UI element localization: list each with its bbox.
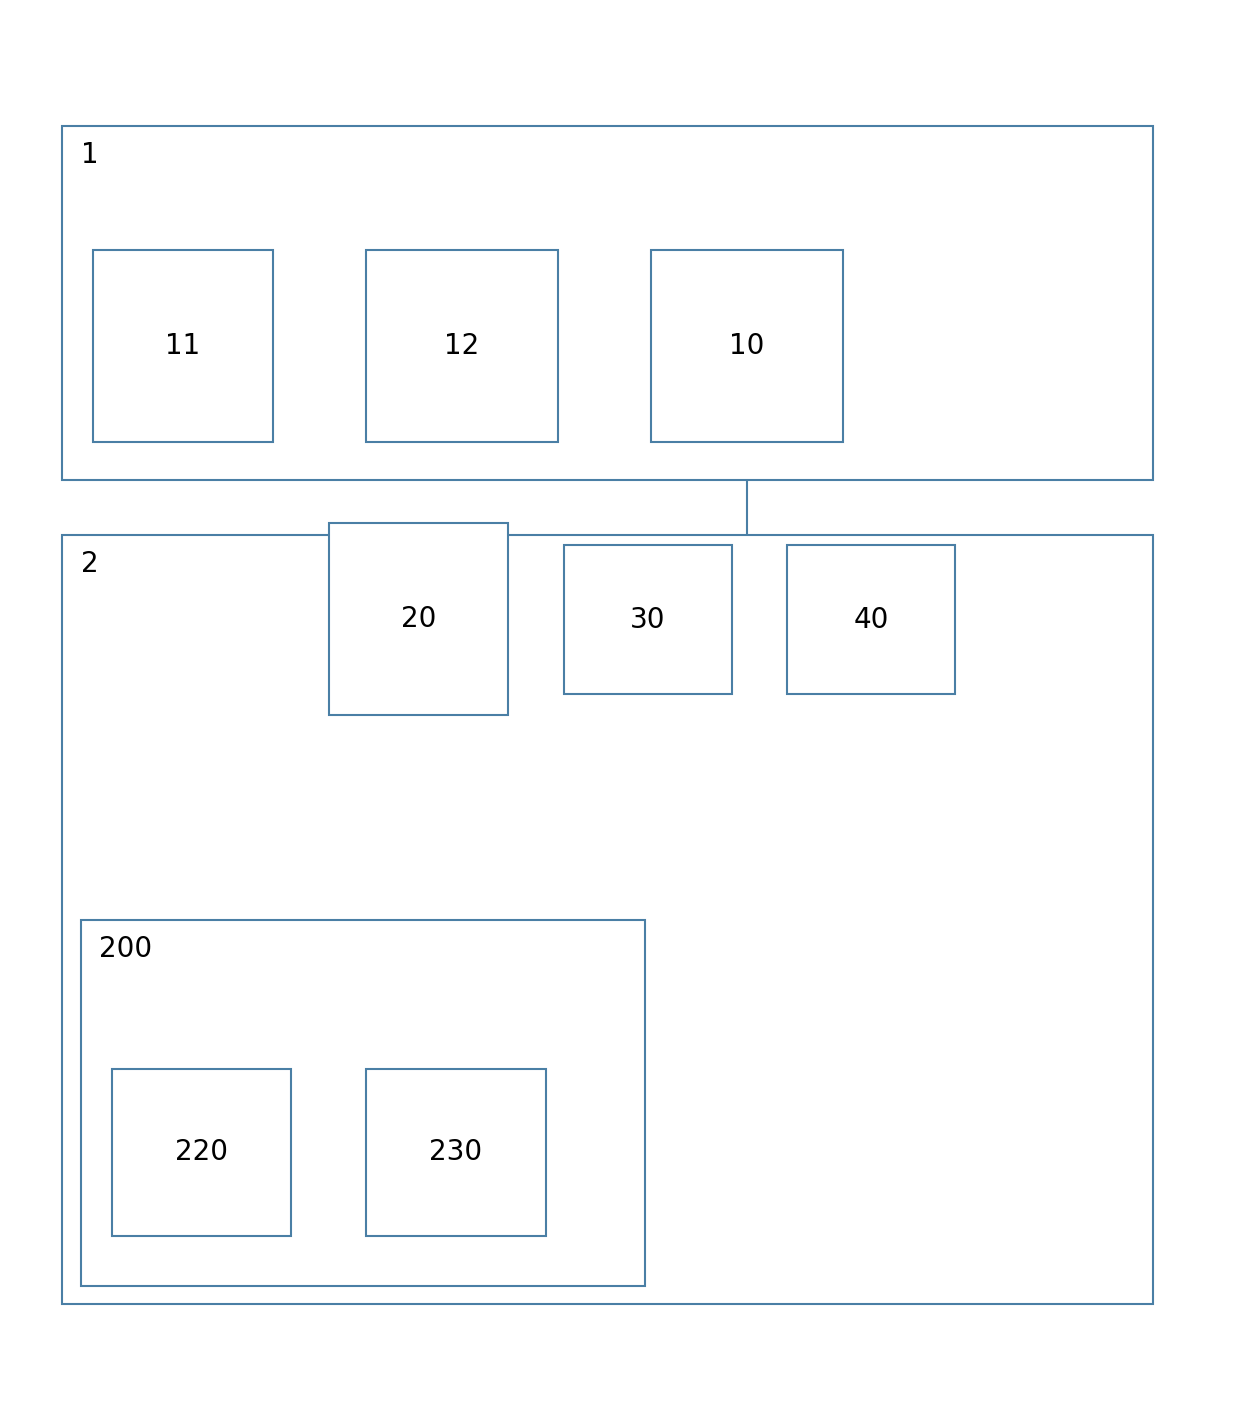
Text: 30: 30 <box>630 605 666 634</box>
Bar <box>564 546 732 695</box>
Text: 200: 200 <box>99 934 153 963</box>
Bar <box>112 1069 291 1236</box>
Bar <box>787 546 955 695</box>
Text: 220: 220 <box>175 1139 228 1166</box>
Text: 230: 230 <box>429 1139 482 1166</box>
Bar <box>93 250 273 442</box>
Text: 1: 1 <box>81 140 98 169</box>
Bar <box>62 536 1153 1305</box>
Bar <box>62 126 1153 479</box>
Bar <box>81 920 645 1286</box>
Text: 10: 10 <box>729 332 765 360</box>
Bar <box>329 523 508 715</box>
Text: 12: 12 <box>444 332 480 360</box>
Text: 2: 2 <box>81 550 98 579</box>
Text: 20: 20 <box>401 605 436 632</box>
Text: 11: 11 <box>165 332 201 360</box>
Bar <box>366 250 558 442</box>
Text: 40: 40 <box>853 605 889 634</box>
Bar <box>651 250 843 442</box>
Bar <box>366 1069 546 1236</box>
